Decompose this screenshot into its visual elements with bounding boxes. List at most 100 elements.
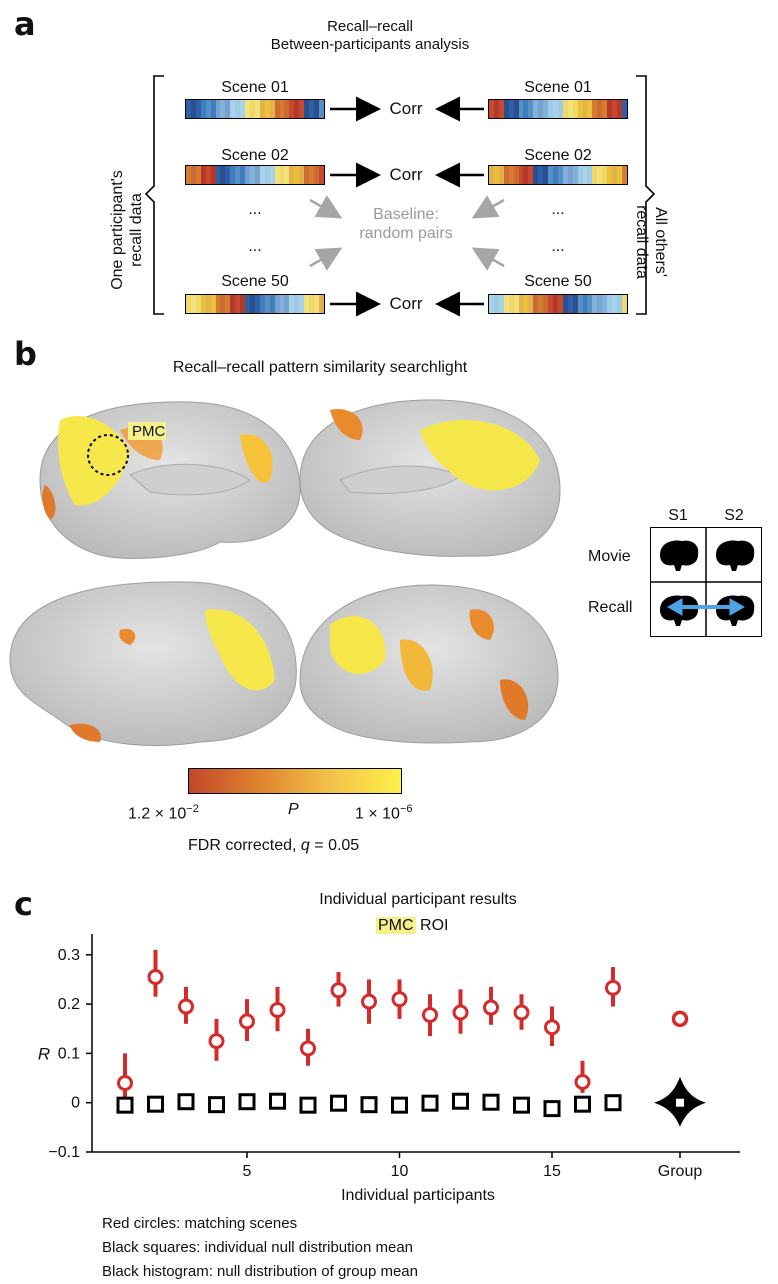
- y-tick-label: 0.2: [58, 996, 80, 1013]
- group-red-circle: [671, 1010, 689, 1028]
- null-square-marker: [238, 1093, 256, 1111]
- panel-c-roi: PMC ROI: [376, 916, 448, 935]
- scene-50-left-bar: [185, 294, 325, 314]
- null-square-marker: [177, 1093, 195, 1111]
- baseline-line1: Baseline:: [373, 206, 439, 223]
- null-square-marker: [147, 1095, 164, 1113]
- scene-01-left-bar: [185, 99, 325, 119]
- participant-results-chart: −0.1 0 0.1 0.2 0.3 5 10 15 Group Individual parti…: [38, 934, 740, 1204]
- panel-c-title: Individual participant results: [319, 891, 517, 908]
- baseline-arrow-ur: [471, 195, 505, 219]
- colorbar-mid-label: P: [288, 801, 299, 818]
- x-axis-title: Individual participants: [341, 1187, 495, 1204]
- scene-01-right-label: Scene 01: [524, 79, 592, 96]
- null-square-marker: [543, 1100, 561, 1118]
- x-tick-label: 5: [243, 1163, 252, 1180]
- y-tick-label: 0.3: [58, 947, 80, 964]
- null-square-marker: [421, 1094, 439, 1112]
- brain-medial-right: [299, 399, 561, 557]
- red-circle-marker: [300, 1040, 316, 1057]
- null-square-marker: [452, 1092, 469, 1110]
- scene-01-corr: Corr: [389, 99, 423, 118]
- null-square-marker: [330, 1094, 347, 1112]
- roi-rest: ROI: [415, 917, 449, 934]
- brain-lateral-right: [299, 584, 559, 744]
- panel-a-arrows: [309, 96, 505, 317]
- pmc-label-bg: [128, 422, 166, 440]
- chart-legend: Red circles: matching scenes Black squar…: [102, 1212, 418, 1284]
- scene-02-right-label: Scene 02: [524, 147, 592, 164]
- ellipsis-left-2: ...: [248, 238, 262, 255]
- panel-a-title-line2: Between-participants analysis: [270, 36, 470, 53]
- baseline-arrow-ll: [309, 247, 343, 271]
- red-circle-marker: [208, 1033, 225, 1050]
- right-bracket: [636, 75, 656, 315]
- scene-50-corr: Corr: [389, 294, 423, 313]
- red-circle-marker: [452, 1004, 469, 1021]
- null-square-marker: [574, 1095, 591, 1113]
- fdr-note-pre: FDR corrected,: [188, 837, 301, 854]
- null-square-marker: [116, 1096, 134, 1114]
- left-bracket: [144, 75, 164, 315]
- y-axis-title: R: [38, 1044, 50, 1063]
- roi-highlight: PMC: [376, 917, 416, 934]
- panel-b-title: Recall–recall pattern similarity searchl…: [172, 359, 468, 376]
- null-square-marker: [208, 1096, 225, 1114]
- red-circle-marker: [544, 1019, 560, 1036]
- red-circle-marker: [117, 1074, 133, 1091]
- red-circle-marker: [361, 993, 377, 1010]
- red-circle-marker: [239, 1013, 255, 1030]
- key-row-movie: Movie: [588, 548, 631, 565]
- ellipsis-left-1: ...: [248, 201, 262, 218]
- colorbar-high-label: 1 × 10−6: [355, 800, 412, 823]
- legend-red-circles: Red circles: matching scenes: [102, 1215, 298, 1232]
- red-circle-marker: [483, 999, 499, 1016]
- red-circle-marker: [147, 968, 164, 985]
- panel-a-letter: a: [14, 5, 36, 43]
- ellipsis-right-1: ...: [551, 201, 565, 218]
- null-square-marker: [604, 1094, 622, 1112]
- y-tick-label: 0: [71, 1095, 80, 1112]
- recall-double-arrow: [666, 598, 746, 616]
- panel-a-title-line1: Recall–recall: [327, 18, 413, 35]
- red-circle-marker: [574, 1073, 591, 1090]
- colorbar-low-base: 1.2 × 10: [128, 805, 187, 823]
- red-circle-marker: [391, 991, 408, 1008]
- brain-lateral-left: [9, 581, 297, 746]
- scene-50-right-bar: [488, 294, 628, 314]
- scene-01-left-label: Scene 01: [221, 79, 289, 96]
- y-tick-label: 0.1: [58, 1045, 80, 1062]
- scene-02-corr: Corr: [389, 165, 423, 184]
- red-circle-marker: [178, 998, 194, 1015]
- group-null-square: [674, 1096, 686, 1109]
- null-square-marker: [513, 1096, 530, 1114]
- scene-02-left-label: Scene 02: [221, 147, 289, 164]
- brain-icon-movie-s1: [660, 540, 699, 571]
- panel-b-letter: b: [14, 335, 37, 373]
- null-square-marker: [360, 1096, 378, 1114]
- red-circle-marker: [605, 979, 621, 996]
- x-tick-label: 15: [543, 1163, 561, 1180]
- null-square-marker: [391, 1096, 408, 1114]
- y-tick-label: −0.1: [48, 1144, 80, 1161]
- red-circle-marker: [513, 1004, 530, 1021]
- panel-c-letter: c: [14, 885, 33, 923]
- brain-surface-images: [9, 399, 561, 746]
- null-square-marker: [482, 1093, 500, 1111]
- scene-02-right-bar: [488, 165, 628, 185]
- brain-medial-left: [39, 401, 301, 559]
- baseline-line2: random pairs: [359, 225, 453, 242]
- key-row-recall: Recall: [588, 599, 633, 616]
- key-col-s2: S2: [724, 507, 744, 524]
- x-tick-label: 10: [391, 1163, 409, 1180]
- pmc-label: PMC: [132, 423, 166, 440]
- legend-black-squares: Black squares: individual null distribut…: [102, 1239, 414, 1256]
- key-grid-contents: [650, 527, 762, 637]
- brain-icon-movie-s2: [716, 540, 755, 571]
- scene-02-left-bar: [185, 165, 325, 185]
- scene-50-right-label: Scene 50: [524, 273, 592, 290]
- colorbar-low-label: 1.2 × 10−2: [128, 800, 199, 823]
- fdr-note-post: = 0.05: [309, 837, 360, 854]
- red-circle-marker: [269, 1002, 286, 1019]
- colorbar-high-base: 1 × 10: [355, 805, 400, 823]
